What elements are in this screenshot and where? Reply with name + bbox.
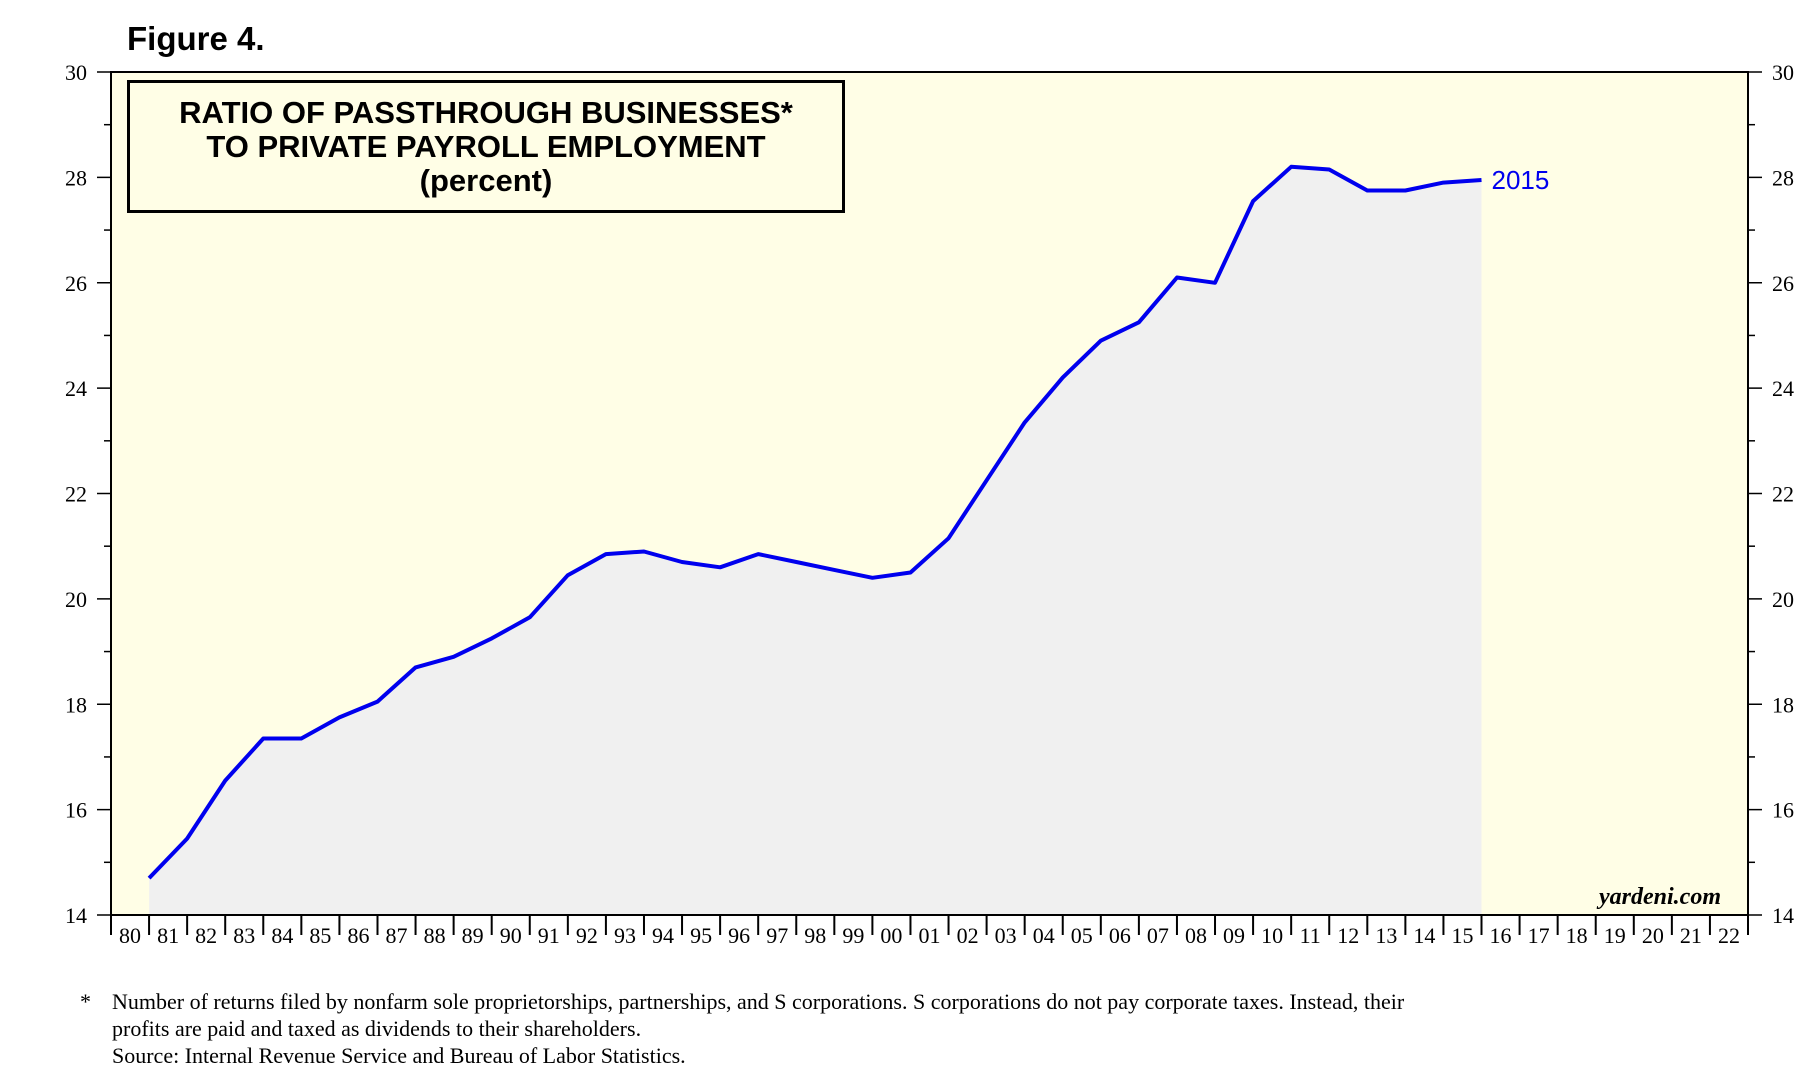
- footnote-asterisk: *: [80, 989, 91, 1014]
- x-tick-label: 20: [1642, 923, 1664, 948]
- x-tick-label: 06: [1109, 923, 1131, 948]
- x-tick-label: 21: [1680, 923, 1702, 948]
- y-tick-label-right: 24: [1772, 376, 1794, 401]
- x-tick-label: 16: [1490, 923, 1512, 948]
- chart-title-line-2: TO PRIVATE PAYROLL EMPLOYMENT: [206, 128, 766, 164]
- x-tick-label: 87: [386, 923, 408, 948]
- footnote-line-1: Number of returns filed by nonfarm sole …: [112, 989, 1405, 1014]
- y-tick-label-left: 30: [65, 60, 87, 85]
- x-tick-label: 13: [1375, 923, 1397, 948]
- x-tick-label: 08: [1185, 923, 1207, 948]
- x-tick-label: 99: [842, 923, 864, 948]
- series-area: [149, 166, 1482, 916]
- y-tick-label-right: 26: [1772, 271, 1794, 296]
- footnote-line-2: profits are paid and taxed as dividends …: [112, 1016, 642, 1041]
- end-label: 2015: [1492, 165, 1550, 195]
- x-tick-label: 98: [804, 923, 826, 948]
- x-tick-label: 95: [690, 923, 712, 948]
- y-tick-label-right: 28: [1772, 165, 1794, 190]
- x-tick-label: 84: [271, 923, 293, 948]
- y-tick-label-left: 28: [65, 165, 87, 190]
- x-tick-label: 04: [1033, 923, 1055, 948]
- x-tick-label: 22: [1718, 923, 1740, 948]
- x-tick-label: 14: [1413, 923, 1435, 948]
- x-tick-label: 89: [462, 923, 484, 948]
- x-tick-label: 96: [728, 923, 750, 948]
- y-tick-label-right: 18: [1772, 692, 1794, 717]
- y-tick-label-left: 26: [65, 271, 87, 296]
- y-tick-label-left: 18: [65, 692, 87, 717]
- y-tick-label-right: 22: [1772, 482, 1794, 507]
- footnote-source: Source: Internal Revenue Service and Bur…: [112, 1043, 686, 1068]
- y-tick-label-left: 14: [65, 903, 87, 928]
- x-tick-label: 93: [614, 923, 636, 948]
- x-tick-label: 97: [766, 923, 788, 948]
- x-tick-label: 80: [119, 923, 141, 948]
- x-tick-label: 01: [919, 923, 941, 948]
- x-axis: 80 81 82 83 84 85 86 87 88 89 90 91 92 93 94 95 96 97 98 99…: [110, 915, 1749, 948]
- y-tick-label-left: 24: [65, 376, 87, 401]
- x-tick-label: 02: [957, 923, 979, 948]
- chart-title-box: RATIO OF PASSTHROUGH BUSINESSES* TO PRIV…: [127, 80, 845, 213]
- x-tick-label: 83: [233, 923, 255, 948]
- x-tick-label: 11: [1300, 923, 1321, 948]
- x-tick-label: 82: [195, 923, 217, 948]
- y-tick-label-left: 16: [65, 798, 87, 823]
- x-tick-label: 05: [1071, 923, 1093, 948]
- y-tick-label-right: 30: [1772, 60, 1794, 85]
- x-tick-label: 09: [1223, 923, 1245, 948]
- x-tick-label: 15: [1451, 923, 1473, 948]
- x-tick-label: 18: [1566, 923, 1588, 948]
- x-tick-label: 91: [538, 923, 560, 948]
- y-tick-label-left: 22: [65, 482, 87, 507]
- y-tick-label-left: 20: [65, 587, 87, 612]
- x-tick-label: 92: [576, 923, 598, 948]
- x-tick-label: 03: [995, 923, 1017, 948]
- chart-title-line-3: (percent): [419, 162, 553, 198]
- y-tick-label-right: 20: [1772, 587, 1794, 612]
- x-tick-label: 85: [309, 923, 331, 948]
- x-tick-label: 17: [1528, 923, 1550, 948]
- y-axis-right: 14 16 18 20 22 24 26 28 30: [1748, 60, 1794, 928]
- y-axis-left: 14 16 18 20 22 24 26 28 30: [65, 60, 111, 928]
- x-tick-label: 94: [652, 923, 674, 948]
- x-tick-label: 00: [880, 923, 902, 948]
- chart-title-line-1: RATIO OF PASSTHROUGH BUSINESSES*: [179, 94, 793, 130]
- series-line: [147, 164, 1482, 880]
- x-tick-label: 90: [500, 923, 522, 948]
- y-tick-label-right: 16: [1772, 798, 1794, 823]
- x-tick-label: 81: [157, 923, 179, 948]
- y-tick-label-right: 14: [1772, 903, 1794, 928]
- x-tick-label: 07: [1147, 923, 1169, 948]
- watermark: yardeni.com: [1596, 884, 1721, 910]
- x-tick-label: 19: [1604, 923, 1626, 948]
- x-tick-label: 88: [424, 923, 446, 948]
- x-tick-label: 12: [1337, 923, 1359, 948]
- figure-label: Figure 4.: [127, 20, 265, 57]
- x-tick-label: 10: [1261, 923, 1283, 948]
- x-tick-label: 86: [347, 923, 369, 948]
